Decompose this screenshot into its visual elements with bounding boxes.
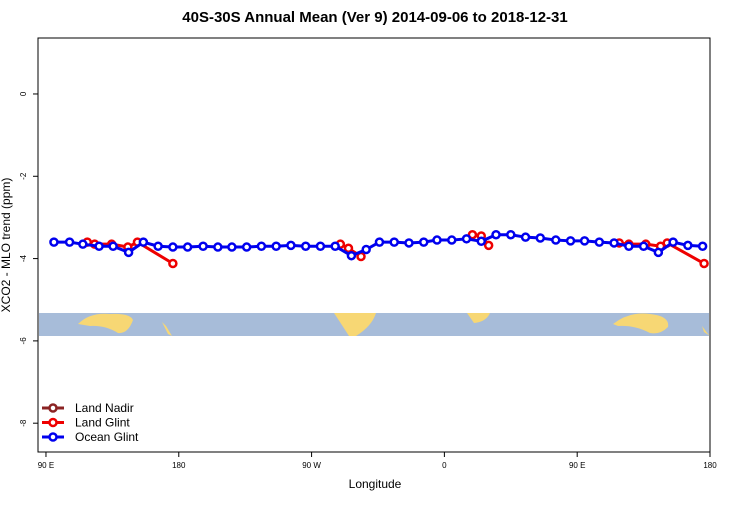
point (315, 241, 326, 251)
point (182, 242, 193, 252)
x-axis-label: Longitude (349, 477, 402, 491)
point (467, 229, 478, 240)
point (432, 235, 442, 245)
point (579, 236, 590, 246)
y-axis-label: XCO2 - MLO trend (ppm) (0, 178, 13, 313)
point (551, 235, 561, 245)
point (683, 240, 693, 251)
point (213, 242, 223, 252)
point (330, 241, 340, 251)
legend-label: Land Nadir (75, 401, 134, 415)
point (668, 237, 678, 247)
x-tick-label: 90 E (569, 461, 585, 470)
point (476, 236, 487, 247)
point (153, 241, 163, 251)
point (49, 237, 59, 247)
point (461, 234, 472, 244)
point (241, 242, 252, 252)
point (699, 258, 709, 269)
x-tick-label: 180 (172, 461, 186, 470)
y-tick-label: -6 (19, 337, 28, 345)
point (286, 240, 296, 251)
point (271, 241, 281, 251)
point (361, 244, 371, 255)
legend-label: Ocean Glint (75, 430, 139, 444)
point (697, 241, 708, 251)
y-tick-label: -8 (19, 419, 28, 427)
point (300, 241, 311, 251)
point (227, 242, 237, 252)
point (609, 238, 619, 248)
x-tick-label: 90 E (38, 461, 54, 470)
x-tick-label: 180 (703, 461, 717, 470)
point (624, 241, 634, 251)
point (491, 229, 501, 240)
point (78, 239, 88, 249)
point (346, 250, 357, 261)
point (343, 243, 354, 254)
point (138, 237, 149, 247)
point (64, 237, 75, 247)
legend-marker (48, 403, 58, 413)
legend-marker (48, 417, 58, 428)
chart-title: 40S-30S Annual Mean (Ver 9) 2014-09-06 t… (182, 9, 567, 26)
point (653, 247, 664, 258)
point (520, 232, 531, 242)
point (94, 241, 104, 251)
point (535, 233, 546, 243)
point (256, 241, 267, 251)
map-strip (39, 313, 710, 336)
point (506, 229, 516, 240)
point (483, 240, 494, 251)
y-tick-label: -2 (19, 172, 28, 180)
point (108, 241, 118, 251)
point (447, 235, 457, 245)
point (389, 237, 399, 247)
point (168, 258, 178, 269)
y-tick-label: 0 (19, 91, 28, 96)
x-tick-label: 90 W (302, 461, 321, 470)
y-tick-label: -4 (19, 254, 28, 262)
point (565, 236, 576, 246)
point (123, 247, 134, 258)
plot-frame (37, 37, 711, 453)
point (638, 241, 649, 251)
point (374, 237, 385, 247)
legend-marker (48, 432, 58, 442)
x-tick-label: 0 (442, 461, 447, 470)
point (594, 237, 605, 247)
point (404, 238, 414, 248)
point (168, 242, 178, 252)
point (418, 237, 429, 247)
point (198, 241, 208, 251)
legend-label: Land Glint (75, 416, 130, 430)
